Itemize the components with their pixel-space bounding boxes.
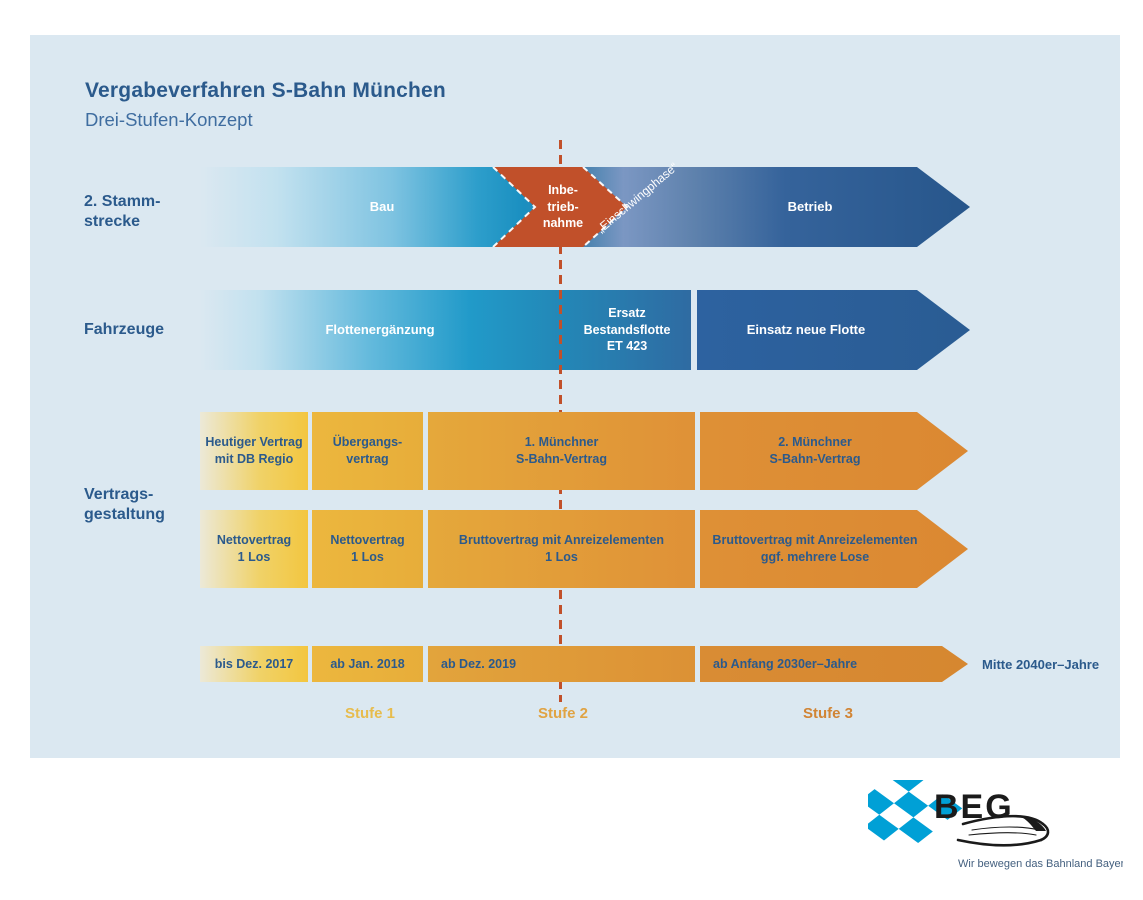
segment-ersatz-bestandsflotte: Ersatz Bestandsflotte ET 423	[583, 306, 671, 354]
vertrag-box-2-muenchner: 2. Münchner S-Bahn-Vertrag	[700, 412, 968, 490]
vertrag-box-nettovertrag-1: Nettovertrag 1 Los	[200, 510, 308, 588]
chevron-dashed-edge-right	[582, 167, 629, 247]
beg-logo: BEG Wir bewegen das Bahnland Bayern	[859, 766, 1130, 880]
timeline-box-ab-2030er: ab Anfang 2030er–Jahre	[700, 646, 968, 682]
chevron-dashed-edge-left	[492, 167, 537, 247]
row-label-vertragsgestaltung: Vertrags- gestaltung	[84, 486, 165, 523]
vertrag-box-1-muenchner: 1. Münchner S-Bahn-Vertrag	[428, 412, 695, 490]
inbetriebnahme-chevron	[492, 167, 629, 247]
stage-label-1: Stufe 1	[344, 705, 395, 722]
row-label-stammstrecke: 2. Stamm- strecke	[84, 193, 161, 230]
vertrag-box-heutiger-vertrag: Heutiger Vertrag mit DB Regio	[200, 412, 308, 490]
vertrag-box-bruttovertrag-mehrere-lose: Bruttovertrag mit Anreizelementen ggf. m…	[700, 510, 968, 588]
diagram-panel: Vergabeverfahren S-Bahn München Drei-Stu…	[30, 35, 1120, 758]
beg-wordmark: BEG	[934, 788, 1014, 826]
timeline-box-ab-jan-2018: ab Jan. 2018	[312, 646, 423, 682]
page-subtitle: Drei-Stufen-Konzept	[85, 109, 253, 130]
page-title: Vergabeverfahren S-Bahn München	[85, 79, 446, 102]
segment-flottenergaenzung-label: Flottenergänzung	[325, 322, 435, 338]
timeline-box-bis-dez-2017: bis Dez. 2017	[200, 646, 308, 682]
stammstrecke-arrow-row: Bau Inbe- trieb- nahme „Einschwingphase“…	[200, 160, 970, 247]
timeline-box-ab-dez-2019: ab Dez. 2019	[428, 646, 695, 682]
train-icon	[956, 814, 1050, 847]
fahrzeuge-segment-neue-flotte	[697, 290, 970, 370]
fahrzeuge-arrow-row: Flottenergänzung Ersatz Bestandsflotte E…	[200, 290, 970, 370]
segment-einsatz-neue-flotte: Einsatz neue Flotte	[746, 322, 866, 338]
vertrag-box-bruttovertrag-1los: Bruttovertrag mit Anreizelementen 1 Los	[428, 510, 695, 588]
beg-tagline: Wir bewegen das Bahnland Bayern	[958, 858, 1123, 870]
segment-inbetriebnahme: Inbe- trieb- nahme	[542, 183, 584, 231]
stage-label-2: Stufe 2	[537, 705, 588, 722]
stage-label-3: Stufe 3	[802, 705, 853, 722]
segment-bau: Bau	[369, 199, 395, 215]
beg-logo-graphic: BEG Wir bewegen das Bahnland Bayern	[859, 766, 1130, 870]
fahrzeuge-segment-flottenergaenzung	[200, 290, 691, 370]
inbetriebnahme-shape	[493, 167, 627, 247]
row-label-fahrzeuge: Fahrzeuge	[84, 321, 165, 338]
vertrag-box-nettovertrag-2: Nettovertrag 1 Los	[312, 510, 423, 588]
segment-betrieb: Betrieb	[787, 199, 833, 215]
vertrag-box-uebergangsvertrag: Übergangs- vertrag	[312, 412, 423, 490]
timeline-end-label: Mitte 2040er–Jahre	[982, 656, 1100, 672]
